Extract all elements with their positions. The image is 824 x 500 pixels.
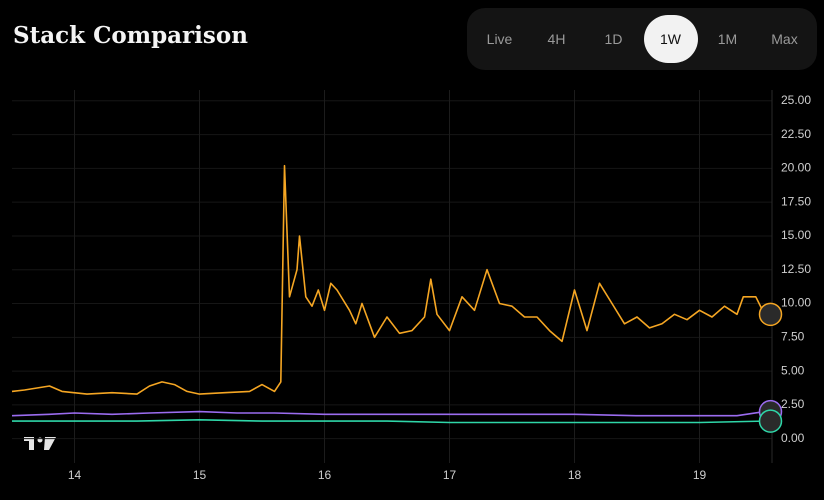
y-tick-label: 5.00 <box>781 363 805 377</box>
x-tick-label: 19 <box>693 468 707 482</box>
y-tick-label: 22.50 <box>781 127 811 141</box>
y-tick-label: 0.00 <box>781 431 805 445</box>
series-end-badge <box>758 302 783 327</box>
x-tick-label: 17 <box>443 468 457 482</box>
x-tick-label: 14 <box>68 468 82 482</box>
series-line <box>12 419 765 424</box>
x-tick-label: 15 <box>193 468 207 482</box>
y-tick-label: 17.50 <box>781 194 811 208</box>
y-tick-label: 7.50 <box>781 329 805 343</box>
series-line <box>11 410 765 417</box>
series-end-badge <box>758 409 783 433</box>
series-line <box>11 164 766 395</box>
timeframe-tab[interactable]: 1W <box>643 15 698 63</box>
y-tick-label: 10.00 <box>781 296 811 310</box>
chart-title: Stack Comparison <box>13 22 248 49</box>
timeframe-tab[interactable]: Live <box>486 31 513 47</box>
y-tick-label: 12.50 <box>781 262 811 276</box>
timeframe-tab[interactable]: 1M <box>717 31 738 47</box>
y-tick-label: 25.00 <box>781 93 811 107</box>
timeframe-tab[interactable]: Max <box>771 31 798 47</box>
timeframe-tabs: Live 4H 1D 1W 1M Max <box>467 8 817 70</box>
y-tick-label: 2.50 <box>781 397 805 411</box>
plot: 0.00 2.50 5.00 7.50 10.00 12.50 15.00 17.50 20.0… <box>11 90 811 482</box>
timeframe-tab[interactable]: 1D <box>604 31 623 47</box>
y-tick-label: 15.00 <box>781 228 811 242</box>
y-tick-label: 20.00 <box>781 161 811 175</box>
x-tick-label: 18 <box>568 468 582 482</box>
x-tick-label: 16 <box>318 468 332 482</box>
timeframe-tab[interactable]: 4H <box>547 31 566 47</box>
